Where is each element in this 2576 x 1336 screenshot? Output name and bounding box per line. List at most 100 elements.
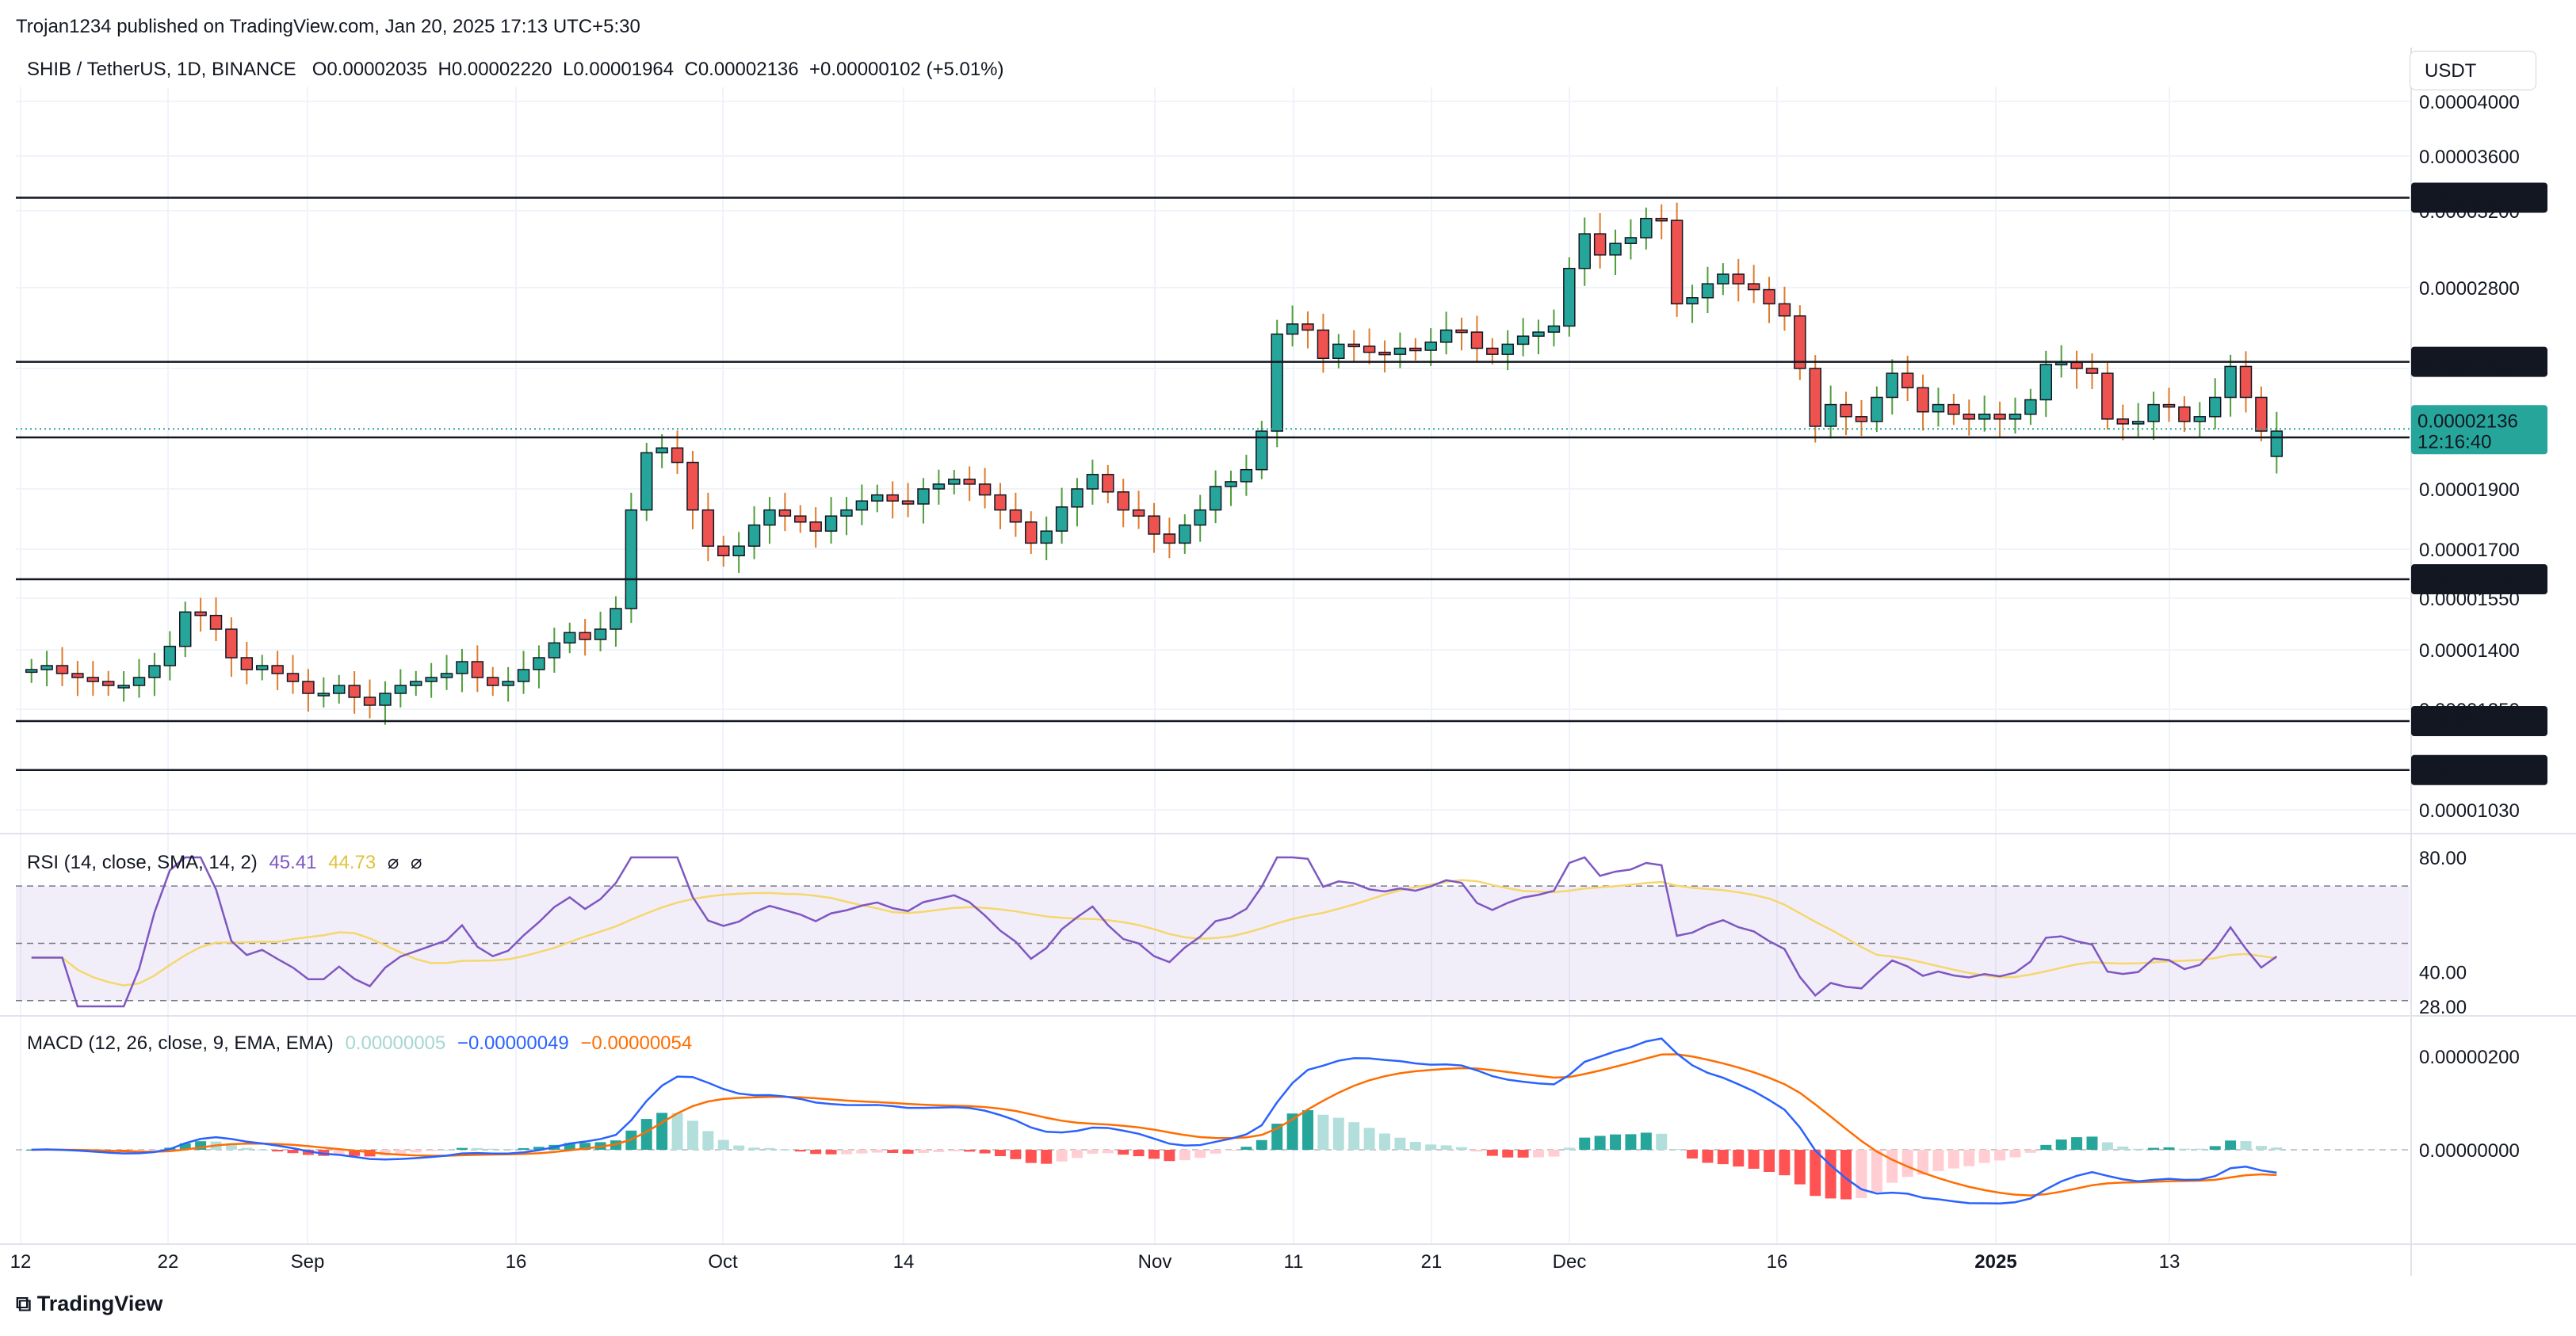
- macd-histogram-bar: [472, 1147, 483, 1150]
- macd-histogram-bar: [2009, 1150, 2021, 1158]
- macd-histogram-bar: [1840, 1150, 1852, 1200]
- macd-histogram-bar: [564, 1143, 575, 1150]
- macd-histogram-bar: [1486, 1150, 1498, 1156]
- macd-histogram-bar: [1025, 1150, 1037, 1163]
- macd-histogram-bar: [656, 1113, 668, 1150]
- macd-histogram-bar: [1440, 1145, 1452, 1150]
- currency-button[interactable]: USDT: [2410, 51, 2536, 90]
- rsi-extra-1: ⌀: [387, 852, 399, 873]
- symbol-name[interactable]: SHIB / TetherUS, 1D, BINANCE: [27, 59, 296, 80]
- rsi-axis-tick: 40.00: [2419, 963, 2467, 984]
- candle-body: [1194, 509, 1206, 526]
- macd-histogram-bar: [1779, 1150, 1791, 1176]
- candle-body: [1794, 315, 1806, 369]
- candle-body: [1932, 403, 1945, 413]
- rsi-label: RSI (14, close, SMA, 14, 2): [27, 852, 258, 873]
- macd-histogram-bar: [148, 1150, 160, 1151]
- candle-body: [1717, 273, 1729, 284]
- candle-body: [2008, 414, 2022, 420]
- macd-histogram-bar: [686, 1120, 698, 1150]
- macd-histogram-bar: [902, 1150, 914, 1154]
- candle-body: [1701, 283, 1714, 299]
- macd-histogram-bar: [1671, 1148, 1683, 1150]
- candle-body: [1132, 509, 1145, 517]
- ohlc-close: C0.00002136: [684, 59, 799, 80]
- macd-histogram-bar: [533, 1147, 545, 1150]
- macd-signal-line: [31, 1053, 2277, 1197]
- macd-histogram-bar: [133, 1150, 145, 1152]
- macd-histogram-bar: [1118, 1150, 1129, 1155]
- candle-body: [1256, 430, 1268, 471]
- level-label-text: 0.00002433: [2417, 353, 2518, 374]
- macd-histogram-bar: [1072, 1150, 1083, 1159]
- candle-body: [1317, 329, 1330, 359]
- candle-body: [747, 524, 761, 547]
- candle-body: [363, 697, 376, 706]
- candle-body: [1993, 414, 2006, 420]
- macd-histogram-bar: [1640, 1132, 1652, 1150]
- candle-body: [502, 681, 514, 686]
- candle-body: [348, 685, 361, 698]
- candle-body: [379, 693, 392, 706]
- macd-histogram-bar: [2117, 1146, 2129, 1150]
- candle-body: [809, 521, 822, 532]
- macd-histogram-bar: [733, 1145, 745, 1150]
- level-label-box: [2411, 754, 2547, 785]
- tradingview-logo[interactable]: ⧉ TradingView: [16, 1292, 162, 1317]
- macd-histogram-bar: [1332, 1117, 1344, 1150]
- attribution-text: Trojan1234 published on TradingView.com,…: [16, 16, 640, 37]
- candle-body: [317, 693, 331, 697]
- macd-histogram-bar: [333, 1150, 345, 1156]
- candle-body: [701, 509, 715, 547]
- candle-body: [533, 657, 545, 670]
- macd-histogram-bar: [1225, 1150, 1236, 1151]
- macd-histogram-bar: [1610, 1134, 1622, 1150]
- macd-histogram-bar: [456, 1147, 468, 1150]
- macd-histogram-bar: [256, 1149, 268, 1151]
- candles: [25, 202, 2284, 725]
- macd-histogram-bar: [748, 1147, 760, 1150]
- macd-histogram-bar: [195, 1141, 207, 1150]
- macd-histogram-bar: [2132, 1148, 2144, 1150]
- price-axis-tick: 0.00001550: [2419, 589, 2520, 610]
- candle-body: [594, 628, 607, 640]
- macd-histogram-bar: [441, 1149, 453, 1151]
- candle-body: [2239, 365, 2253, 399]
- rsi-band: [16, 886, 2410, 1001]
- macd-histogram-bar: [349, 1150, 361, 1156]
- candle-body: [671, 447, 684, 464]
- candle-body: [487, 677, 499, 686]
- rsi-legend[interactable]: RSI (14, close, SMA, 14, 2) 45.41 44.73 …: [27, 851, 429, 874]
- macd-histogram-bar: [1963, 1150, 1975, 1166]
- macd-histogram-bar: [2071, 1137, 2083, 1150]
- level-label-text: 0.00001224: [2417, 712, 2518, 733]
- candle-body: [132, 677, 146, 686]
- candle-body: [1624, 237, 1638, 244]
- macd-histogram-bar: [302, 1150, 314, 1155]
- macd-histogram-bar: [503, 1148, 514, 1150]
- price-countdown-text: 12:16:40: [2417, 431, 2491, 452]
- candle-body: [1655, 217, 1668, 222]
- macd-histogram-bar: [671, 1113, 683, 1150]
- macd-histogram-bar: [2194, 1148, 2206, 1150]
- candle-body: [840, 509, 853, 517]
- macd-histogram-bar: [2255, 1146, 2267, 1150]
- macd-histogram-bar: [779, 1149, 791, 1151]
- macd-histogram-bar: [1901, 1150, 1913, 1178]
- candle-body: [686, 461, 699, 511]
- candle-body: [209, 614, 223, 630]
- macd-histogram-bar: [579, 1143, 591, 1150]
- macd-histogram-bar: [948, 1150, 960, 1151]
- macd-histogram-bar: [379, 1150, 391, 1156]
- macd-histogram-bar: [2225, 1140, 2237, 1150]
- symbol-legend[interactable]: SHIB / TetherUS, 1D, BINANCE O0.00002035…: [27, 59, 1004, 81]
- time-axis-tick: 11: [1284, 1251, 1304, 1273]
- ohlc-open: O0.00002035: [311, 59, 428, 80]
- level-label-text: 0.00003296: [2417, 188, 2518, 209]
- macd-histogram-bar: [1363, 1128, 1375, 1150]
- candle-body: [640, 452, 653, 511]
- macd-histogram-bar: [1856, 1150, 1867, 1198]
- macd-legend[interactable]: MACD (12, 26, close, 9, EMA, EMA) 0.0000…: [27, 1033, 698, 1055]
- candle-body: [1163, 533, 1176, 544]
